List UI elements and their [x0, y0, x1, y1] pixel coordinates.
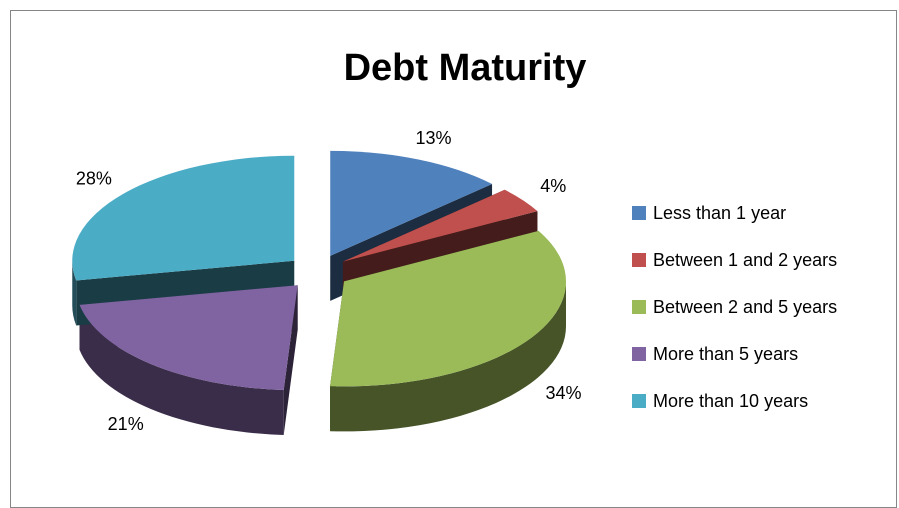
slice	[79, 285, 298, 390]
legend-swatch	[632, 347, 646, 361]
data-label: 28%	[76, 169, 112, 189]
legend-label: Between 2 and 5 years	[653, 297, 837, 317]
slice	[330, 150, 493, 256]
data-label: 34%	[546, 383, 582, 403]
data-label: 4%	[540, 176, 566, 196]
legend-label: More than 10 years	[653, 391, 808, 411]
slice	[72, 155, 295, 281]
legend-swatch	[632, 394, 646, 408]
legend-label: Less than 1 year	[653, 203, 786, 223]
slice-side	[72, 260, 77, 326]
legend-swatch	[632, 206, 646, 220]
slice	[330, 230, 567, 387]
slice-side	[330, 281, 567, 432]
data-label: 13%	[415, 128, 451, 148]
legend-label: Between 1 and 2 years	[653, 250, 837, 270]
slice	[342, 189, 538, 262]
legend-swatch	[632, 300, 646, 314]
legend-swatch	[632, 253, 646, 267]
data-label: 21%	[108, 414, 144, 434]
slice-side	[79, 304, 284, 435]
chart-title: Debt Maturity	[344, 47, 587, 89]
legend-label: More than 5 years	[653, 344, 798, 364]
